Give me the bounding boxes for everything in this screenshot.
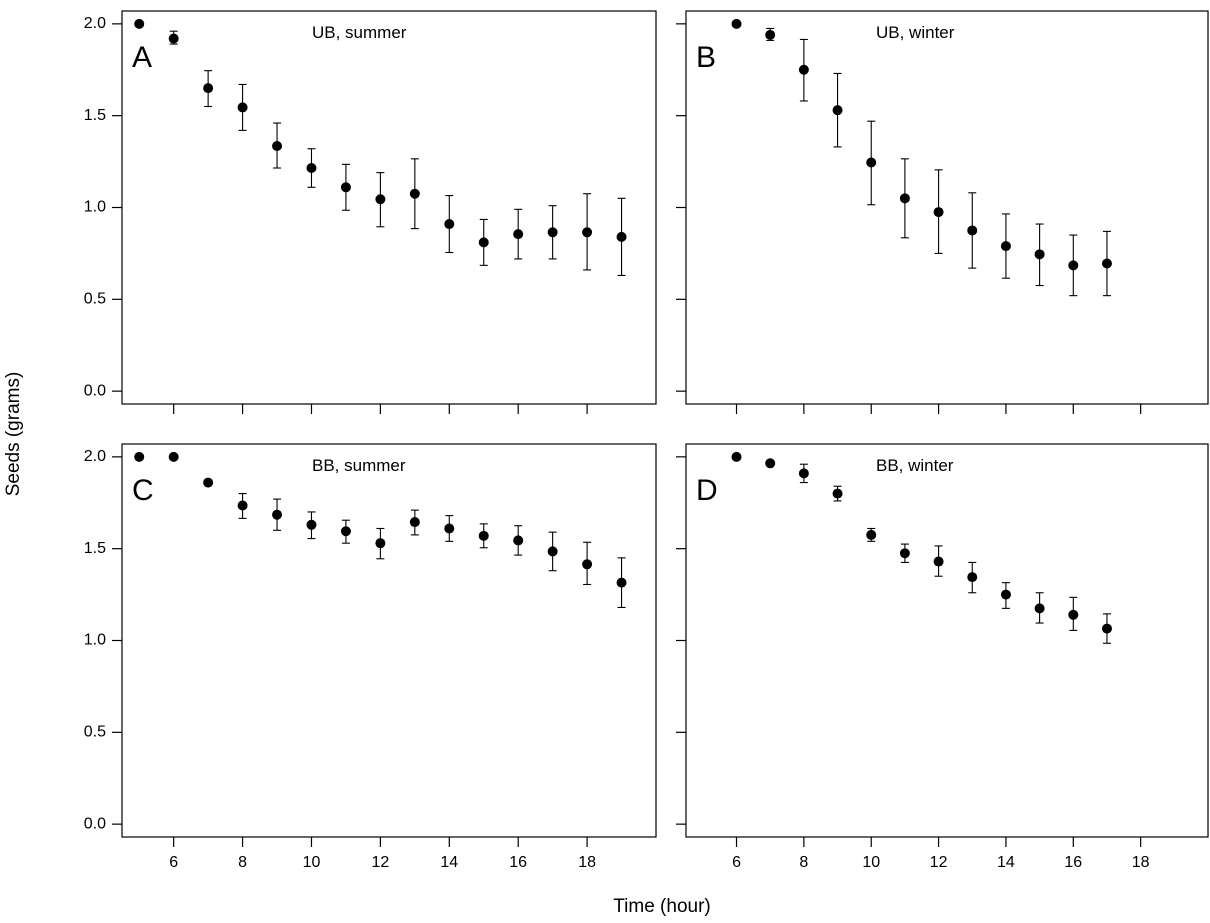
data-point (1068, 260, 1079, 271)
x-tick-label: 14 (997, 854, 1015, 871)
data-point (731, 451, 742, 462)
data-point (478, 530, 489, 541)
data-point (616, 231, 627, 242)
data-point (203, 477, 214, 488)
panel-title: UB, winter (876, 23, 955, 42)
panel-title: UB, summer (312, 23, 407, 42)
y-tick-label: 2.0 (84, 15, 106, 32)
data-point (798, 468, 809, 479)
y-tick-label: 0.5 (84, 724, 106, 741)
y-tick-label: 2.0 (84, 448, 106, 465)
x-tick-label: 18 (1132, 854, 1150, 871)
panel-d: 6 8 10 12 14 16 18 D BB, winter (676, 443, 1209, 871)
data-point (616, 577, 627, 588)
data-point (582, 559, 593, 570)
data-point (582, 227, 593, 238)
data-point (1101, 258, 1112, 269)
panel-letter: C (132, 474, 154, 507)
y-tick-label: 0.0 (84, 382, 106, 399)
data-point (272, 509, 283, 520)
data-point (765, 29, 776, 40)
panel-title: BB, winter (876, 456, 954, 475)
data-point (1101, 623, 1112, 634)
x-tick-label: 16 (1064, 854, 1082, 871)
data-point (168, 33, 179, 44)
data-point (832, 105, 843, 116)
data-point (375, 538, 386, 549)
data-point (933, 207, 944, 218)
plot-frame (121, 443, 657, 838)
x-tick-label: 6 (169, 854, 178, 871)
panel-letter: A (132, 41, 152, 74)
data-point (1068, 609, 1079, 620)
data-point (798, 64, 809, 75)
data-point (866, 157, 877, 168)
data-point (765, 458, 776, 469)
data-point (967, 225, 978, 236)
panel-c: 0.0 0.5 1.0 1.5 2.0 6 8 10 12 14 16 18 C BB, summer (84, 443, 657, 871)
data-point (832, 488, 843, 499)
data-point (547, 546, 558, 557)
x-tick-label: 12 (930, 854, 948, 871)
y-tick-label: 1.0 (84, 632, 106, 649)
data-point (1000, 241, 1011, 252)
data-point (444, 523, 455, 534)
x-tick-label: 10 (862, 854, 880, 871)
data-point (933, 556, 944, 567)
data-point (409, 517, 420, 528)
x-tick-label: 16 (509, 854, 527, 871)
data-point (1000, 589, 1011, 600)
data-point (547, 227, 558, 238)
x-tick-label: 8 (238, 854, 247, 871)
data-point (444, 219, 455, 230)
data-point (1034, 603, 1045, 614)
panel-b: B UB, winter (676, 10, 1209, 414)
data-point (272, 140, 283, 151)
data-point (866, 529, 877, 540)
data-point (967, 572, 978, 583)
y-tick-label: 0.5 (84, 291, 106, 308)
data-point (731, 18, 742, 29)
y-tick-label: 1.0 (84, 199, 106, 216)
y-tick-label: 0.0 (84, 815, 106, 832)
data-point (237, 102, 248, 113)
data-point (899, 193, 910, 204)
plot-frame (685, 443, 1209, 838)
data-point (409, 188, 420, 199)
data-point (203, 83, 214, 94)
x-tick-label: 10 (303, 854, 321, 871)
data-point (478, 237, 489, 248)
x-tick-label: 18 (578, 854, 596, 871)
plot-frame (121, 10, 657, 405)
data-point (513, 229, 524, 240)
panel-letter: D (696, 474, 718, 507)
x-tick-label: 14 (440, 854, 458, 871)
y-tick-label: 1.5 (84, 107, 106, 124)
panel-letter: B (696, 41, 716, 74)
data-point (899, 548, 910, 559)
data-point (306, 519, 317, 530)
data-point (340, 526, 351, 537)
x-tick-label: 8 (799, 854, 808, 871)
panel-a: 0.0 0.5 1.0 1.5 2.0 A UB, summer (84, 10, 657, 414)
data-point (168, 451, 179, 462)
data-point (1034, 249, 1045, 260)
data-point (340, 182, 351, 193)
data-point (237, 500, 248, 511)
data-point (375, 194, 386, 205)
y-tick-label: 1.5 (84, 540, 106, 557)
data-point (134, 18, 145, 29)
data-point (306, 163, 317, 174)
y-axis-title: Seeds (grams) (3, 372, 24, 497)
x-tick-label: 12 (371, 854, 389, 871)
x-axis-title: Time (hour) (613, 896, 710, 917)
panel-title: BB, summer (312, 456, 406, 475)
data-point (513, 535, 524, 546)
data-point (134, 451, 145, 462)
plot-frame (685, 10, 1209, 405)
x-tick-label: 6 (732, 854, 741, 871)
